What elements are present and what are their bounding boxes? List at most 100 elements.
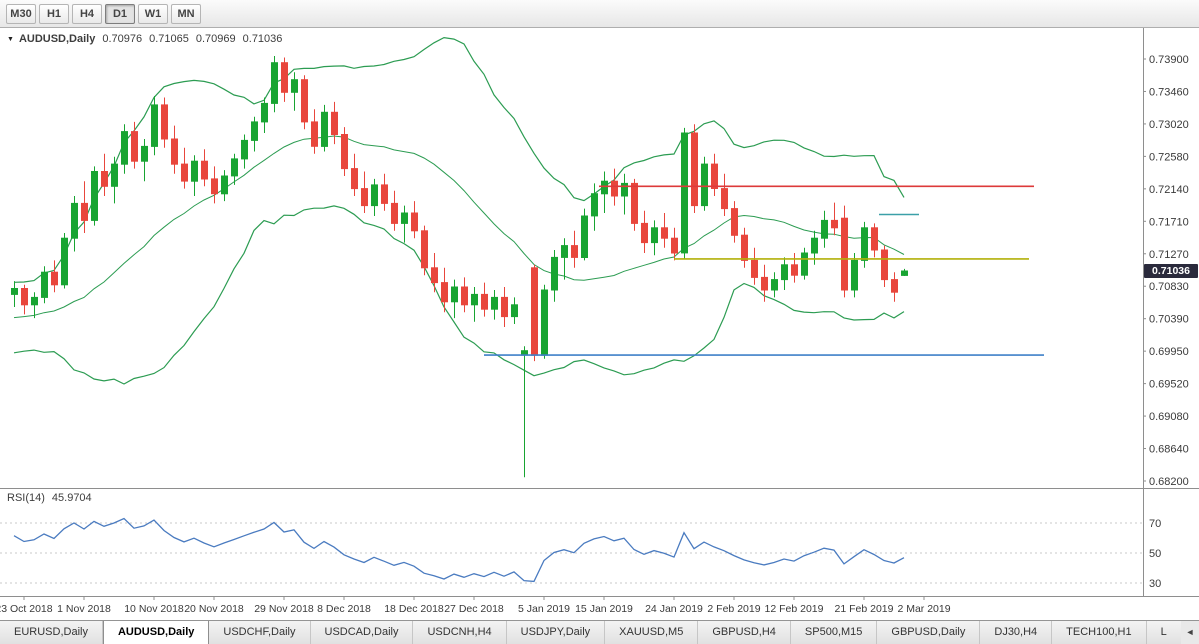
tab-usdjpy-daily[interactable]: USDJPY,Daily — [506, 621, 606, 644]
date-axis-label: 27 Dec 2018 — [444, 603, 504, 615]
candle — [251, 116, 258, 152]
tab-usdcad-daily[interactable]: USDCAD,Daily — [310, 621, 414, 644]
timeframe-button-m30[interactable]: M30 — [6, 3, 36, 24]
timeframe-button-h1[interactable]: H1 — [39, 3, 69, 24]
candle — [421, 225, 428, 276]
price-axis-label: 0.72140 — [1149, 184, 1189, 196]
price-axis-label: 0.73460 — [1149, 86, 1189, 98]
date-axis-label: 21 Feb 2019 — [835, 603, 894, 615]
tab-dj30-h4[interactable]: DJ30,H4 — [980, 621, 1053, 644]
candle — [871, 223, 878, 258]
candle — [471, 287, 478, 322]
candle — [51, 260, 58, 293]
candle — [201, 149, 208, 187]
ohlc-open: 0.70976 — [102, 33, 143, 45]
candle — [541, 284, 548, 359]
candle — [551, 250, 558, 302]
candle — [511, 297, 518, 324]
candle — [331, 101, 338, 145]
rsi-indicator-header: RSI(14) 45.9704 — [7, 492, 92, 504]
candle — [41, 266, 48, 304]
candle — [21, 284, 28, 315]
candle — [761, 264, 768, 302]
rsi-line — [13, 517, 905, 583]
candle — [851, 253, 858, 298]
timeframe-button-mn[interactable]: MN — [171, 3, 201, 24]
candle — [341, 127, 348, 176]
candle — [881, 245, 888, 287]
symbol-dropdown-icon: ▼ — [7, 35, 14, 43]
candle — [121, 124, 128, 174]
candle — [681, 127, 688, 259]
price-axis-label: 0.71270 — [1149, 249, 1189, 261]
candle — [431, 253, 438, 293]
candle — [31, 292, 38, 319]
bollinger-upper-band — [13, 36, 905, 283]
rsi-level-label: 30 — [1149, 578, 1161, 590]
candle — [141, 139, 148, 182]
candle — [151, 96, 158, 156]
candle — [301, 75, 308, 130]
candle — [621, 173, 628, 215]
candle — [231, 153, 238, 185]
price-axis-label: 0.69080 — [1149, 411, 1189, 423]
candle — [691, 124, 698, 213]
candle — [111, 156, 118, 204]
candle — [701, 156, 708, 211]
candle — [371, 178, 378, 216]
tab-tech100-h1[interactable]: TECH100,H1 — [1052, 621, 1147, 644]
rsi-level-label: 50 — [1149, 548, 1161, 560]
candle — [181, 147, 188, 189]
tab-gbpusd-h4[interactable]: GBPUSD,H4 — [698, 621, 791, 644]
candle — [191, 155, 198, 196]
candle — [801, 247, 808, 280]
tab-usdchf-daily[interactable]: USDCHF,Daily — [209, 621, 311, 644]
candle — [531, 264, 538, 362]
candle — [571, 230, 578, 268]
candle — [161, 97, 168, 148]
chart-canvas[interactable]: 70 50 30 0.73900 0.73460 0.73020 0.72580 0.7214… — [0, 28, 1199, 620]
candle — [721, 173, 728, 216]
tab-l[interactable]: L — [1146, 621, 1182, 644]
candle — [741, 227, 748, 268]
candle — [891, 272, 898, 302]
price-axis-label: 0.70830 — [1149, 281, 1189, 293]
candle — [221, 170, 228, 202]
candle — [451, 279, 458, 319]
ohlc-low: 0.70969 — [195, 33, 236, 45]
date-axis-label: 20 Nov 2018 — [184, 603, 244, 615]
tab-xauusd-m5[interactable]: XAUUSD,M5 — [605, 621, 699, 644]
tab-scroll-arrow-icon[interactable]: ◄ — [1181, 621, 1199, 644]
candle — [391, 190, 398, 231]
tab-gbpusd-daily[interactable]: GBPUSD,Daily — [877, 621, 981, 644]
tab-audusd-daily[interactable]: AUDUSD,Daily — [102, 621, 210, 644]
timeframe-button-h4[interactable]: H4 — [72, 3, 102, 24]
candle — [311, 109, 318, 154]
candle — [821, 210, 828, 248]
tab-sp500-m15[interactable]: SP500,M15 — [790, 621, 878, 644]
tab-usdcnh-h4[interactable]: USDCNH,H4 — [413, 621, 507, 644]
tab-eurusd-daily[interactable]: EURUSD,Daily — [0, 621, 103, 644]
rsi-value: 45.9704 — [51, 492, 92, 504]
rsi-level-label: 70 — [1149, 518, 1161, 530]
candle — [591, 183, 598, 231]
candle — [61, 233, 68, 289]
candle — [211, 166, 218, 204]
timeframe-button-w1[interactable]: W1 — [138, 3, 168, 24]
candle — [401, 205, 408, 243]
date-axis-label: 23 Oct 2018 — [0, 603, 53, 615]
candle — [361, 171, 368, 213]
price-axis-label: 0.72580 — [1149, 151, 1189, 163]
candle — [791, 253, 798, 283]
candle — [901, 268, 908, 276]
candle — [261, 97, 268, 133]
candle — [281, 57, 288, 102]
bollinger-lower-band — [13, 205, 905, 385]
candle — [241, 134, 248, 169]
candle — [841, 205, 848, 298]
chart-header: ▼ AUDUSD,Daily 0.70976 0.71065 0.70969 0… — [7, 33, 282, 45]
price-axis-label: 0.70390 — [1149, 314, 1189, 326]
price-axis-label: 0.68640 — [1149, 444, 1189, 456]
date-axis-label: 12 Feb 2019 — [765, 603, 824, 615]
timeframe-button-d1[interactable]: D1 — [105, 3, 135, 24]
